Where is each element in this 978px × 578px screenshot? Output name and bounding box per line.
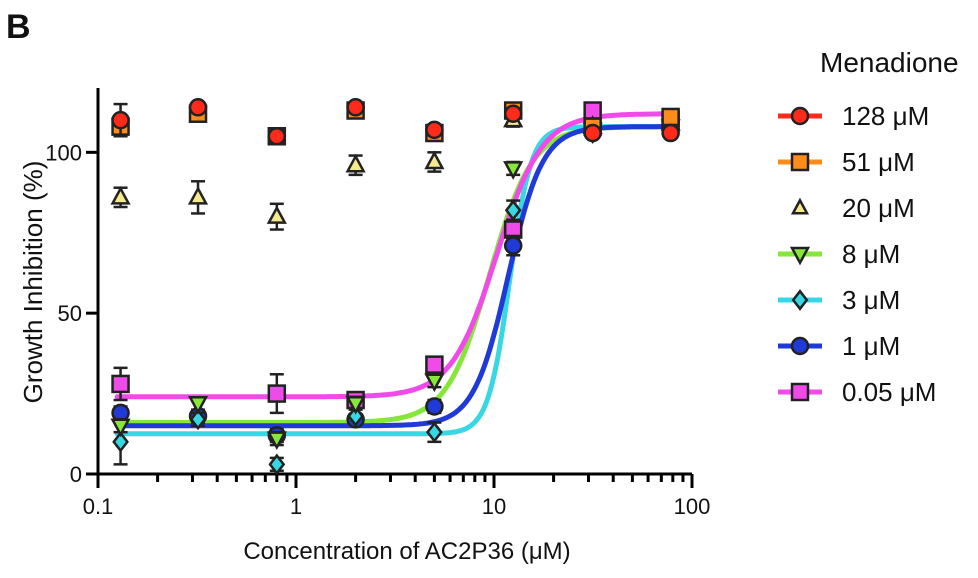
data-point-128-M <box>346 98 365 117</box>
fit-curve-4 <box>114 124 676 437</box>
y-axis-label: Growth Inhibition (%) <box>18 161 48 404</box>
fit-curve-5 <box>114 124 676 429</box>
x-tick-label: 100 <box>674 494 711 519</box>
legend-marker <box>789 246 811 266</box>
y-tick-label: 0 <box>70 462 82 487</box>
data-point-128-M <box>661 123 680 143</box>
y-tick-label: 100 <box>45 140 82 165</box>
plot-area: 0 50 100 0.1 1 10 100 <box>45 88 710 519</box>
data-point-128-M <box>188 98 208 117</box>
x-tick-label: 1 <box>290 494 302 519</box>
data-point-8-M <box>424 373 445 393</box>
x-axis-label: Concentration of AC2P36 (μM) <box>243 538 570 565</box>
legend-label: 3 μM <box>842 285 900 315</box>
data-point-128-M <box>583 123 602 143</box>
data-point-8-M <box>110 418 131 438</box>
legend-label: 51 μM <box>842 147 915 177</box>
data-point-128-M <box>267 127 287 146</box>
data-point-20-M <box>110 185 131 205</box>
data-point-8-M <box>266 431 287 451</box>
fit-curve-6 <box>114 111 676 400</box>
legend-marker <box>791 289 809 311</box>
legend-marker <box>790 106 810 126</box>
data-point-1-M <box>425 397 444 416</box>
legend-title: Menadione <box>820 47 959 78</box>
legend-label: 128 μM <box>842 101 929 131</box>
data-point-128-M <box>503 104 523 123</box>
data-point-20-M <box>187 185 209 205</box>
data-point-0-05-M <box>267 384 287 403</box>
x-tick-label: 10 <box>482 494 506 519</box>
fit-curve-3 <box>114 124 676 425</box>
data-point-3-M <box>268 453 286 476</box>
legend: Menadione 128 μM 51 μM 20 μM 8 μM 3 μM 1 μM 0.… <box>778 47 959 407</box>
legend-marker <box>790 152 810 172</box>
data-point-0-05-M <box>111 374 130 394</box>
legend-label: 8 μM <box>842 239 900 269</box>
data-point-3-M <box>112 430 129 453</box>
legend-marker <box>790 382 810 402</box>
legend-label: 1 μM <box>842 331 900 361</box>
data-point-128-M <box>425 120 444 140</box>
data-point-8-M <box>187 395 209 415</box>
data-point-3-M <box>504 199 522 222</box>
x-tick-label: 0.1 <box>83 494 114 519</box>
data-point-20-M <box>266 205 287 224</box>
panel-label: B <box>6 8 31 46</box>
data-point-3-M <box>347 405 364 427</box>
data-point-0-05-M <box>425 355 444 374</box>
legend-marker <box>790 336 810 356</box>
data-point-8-M <box>503 161 524 180</box>
data-point-51-M <box>661 107 680 127</box>
legend-label: 20 μM <box>842 193 915 223</box>
legend-label: 0.05 μM <box>842 377 936 407</box>
data-point-20-M <box>424 150 445 170</box>
data-point-20-M <box>345 153 366 173</box>
legend-marker <box>790 197 810 215</box>
data-point-8-M <box>345 395 366 415</box>
data-point-3-M <box>426 421 443 444</box>
data-point-128-M <box>111 110 130 130</box>
data-point-3-M <box>189 408 207 431</box>
y-tick-label: 50 <box>58 301 82 326</box>
data-point-1-M <box>503 236 523 255</box>
